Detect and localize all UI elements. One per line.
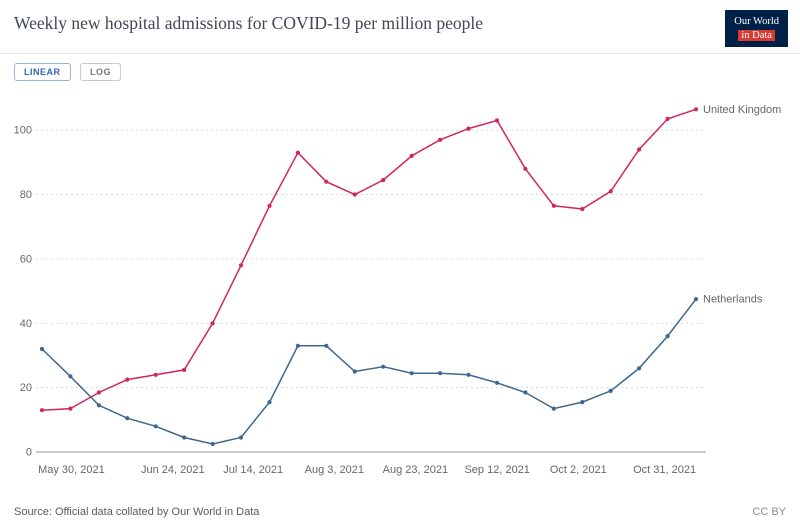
- series-line: [41, 108, 697, 411]
- y-tick-label: 80: [20, 189, 32, 201]
- data-point[interactable]: [523, 389, 528, 395]
- data-point[interactable]: [295, 150, 300, 155]
- data-point[interactable]: [438, 137, 443, 142]
- owid-logo-line1: Our World: [734, 16, 779, 27]
- data-point[interactable]: [267, 203, 272, 208]
- data-point[interactable]: [637, 146, 642, 152]
- x-tick-label: May 30, 2021: [38, 464, 105, 476]
- page-title: Weekly new hospital admissions for COVID…: [14, 13, 484, 33]
- owid-logo-line2: in Data: [734, 29, 779, 43]
- data-point[interactable]: [523, 166, 528, 171]
- y-tick-label: 60: [20, 253, 32, 265]
- data-point[interactable]: [267, 399, 272, 404]
- data-point[interactable]: [153, 423, 158, 428]
- data-point[interactable]: [608, 388, 613, 393]
- data-point[interactable]: [238, 434, 244, 440]
- x-tick-label: Jul 14, 2021: [223, 464, 283, 476]
- x-tick-label: Aug 23, 2021: [383, 464, 448, 476]
- owid-logo[interactable]: Our World in Data: [725, 10, 788, 48]
- linear-button[interactable]: LINEAR: [14, 63, 71, 82]
- data-point[interactable]: [352, 368, 357, 374]
- source-note: Source: Official data collated by Our Wo…: [14, 506, 260, 518]
- data-point[interactable]: [551, 406, 556, 411]
- data-point[interactable]: [409, 370, 414, 375]
- data-point[interactable]: [438, 370, 443, 375]
- data-point[interactable]: [324, 179, 329, 184]
- y-tick-label: 20: [20, 382, 32, 394]
- data-point[interactable]: [665, 333, 670, 338]
- data-point[interactable]: [210, 441, 215, 446]
- data-point[interactable]: [466, 372, 471, 377]
- x-tick-label: Sep 12, 2021: [464, 464, 529, 476]
- x-tick-label: Oct 31, 2021: [633, 464, 696, 476]
- data-point[interactable]: [580, 206, 585, 211]
- x-tick-label: Aug 3, 2021: [305, 464, 364, 476]
- scale-toggle: LINEAR LOG: [0, 54, 800, 82]
- series-line: [41, 298, 697, 445]
- data-point[interactable]: [39, 346, 45, 351]
- data-point[interactable]: [551, 203, 556, 208]
- data-point[interactable]: [96, 402, 101, 407]
- data-point[interactable]: [409, 153, 414, 158]
- x-tick-label: Oct 2, 2021: [550, 464, 607, 476]
- line-chart[interactable]: 0 20 40 60 80 100 May 30, 2021 Jun 24, 2021 Jul …: [0, 86, 800, 484]
- data-point[interactable]: [238, 262, 244, 267]
- y-tick-label: 40: [20, 317, 32, 329]
- data-point[interactable]: [494, 117, 500, 123]
- data-point[interactable]: [494, 380, 500, 385]
- data-point[interactable]: [580, 399, 585, 404]
- data-point[interactable]: [125, 377, 130, 382]
- data-point[interactable]: [381, 364, 386, 369]
- log-button[interactable]: LOG: [79, 63, 121, 82]
- x-tick-label: Jun 24, 2021: [141, 464, 205, 476]
- data-point[interactable]: [210, 320, 215, 325]
- data-point[interactable]: [381, 177, 386, 182]
- y-tick-label: 0: [26, 446, 32, 458]
- data-point[interactable]: [68, 373, 73, 379]
- data-point[interactable]: [352, 191, 357, 197]
- data-point[interactable]: [125, 415, 130, 420]
- data-point[interactable]: [96, 389, 101, 395]
- data-point[interactable]: [665, 116, 670, 121]
- series-end-label[interactable]: Netherlands: [703, 293, 763, 305]
- data-point[interactable]: [693, 296, 699, 301]
- data-point[interactable]: [466, 126, 471, 131]
- data-point[interactable]: [39, 407, 45, 412]
- data-point[interactable]: [295, 343, 300, 348]
- data-point[interactable]: [693, 106, 699, 111]
- data-point[interactable]: [68, 406, 73, 411]
- data-point[interactable]: [182, 367, 187, 372]
- series-end-label[interactable]: United Kingdom: [703, 103, 781, 115]
- data-point[interactable]: [153, 372, 158, 377]
- chart-footer: Source: Official data collated by Our Wo…: [0, 500, 800, 528]
- data-point[interactable]: [182, 434, 187, 440]
- data-point[interactable]: [637, 365, 642, 370]
- chart-header: Weekly new hospital admissions for COVID…: [0, 0, 800, 55]
- data-point[interactable]: [324, 343, 329, 348]
- data-point[interactable]: [608, 188, 613, 193]
- license-label[interactable]: CC BY: [752, 506, 786, 518]
- y-tick-label: 100: [14, 124, 32, 136]
